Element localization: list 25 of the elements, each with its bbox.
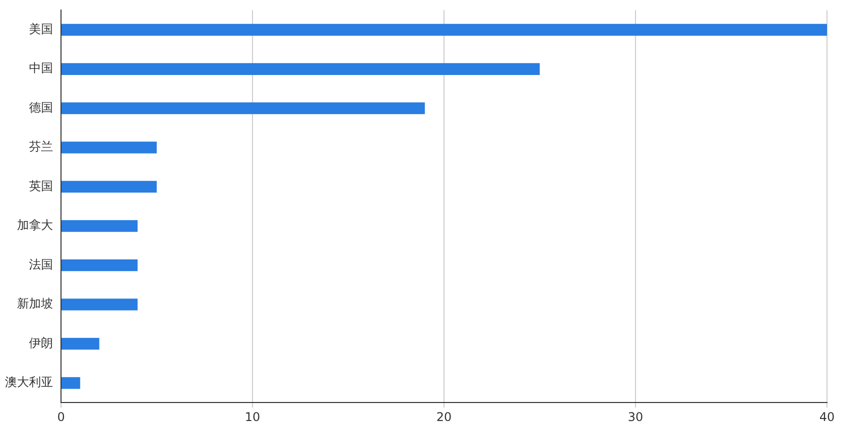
x-tick-label: 10 [244, 410, 260, 424]
x-tick-label: 0 [57, 410, 65, 424]
bar [62, 142, 157, 154]
x-tick-label: 20 [436, 410, 452, 424]
y-tick-label: 美国 [29, 22, 53, 36]
bar [62, 338, 100, 350]
y-tick-label: 伊朗 [29, 336, 53, 350]
x-tick-label: 30 [628, 410, 644, 424]
y-tick-label: 中国 [29, 61, 53, 76]
bar [62, 180, 157, 193]
y-tick-label: 法国 [29, 257, 53, 272]
bar [62, 220, 138, 232]
bar [62, 102, 425, 114]
y-tick-label: 澳大利亚 [5, 375, 53, 390]
y-tick-label: 英国 [29, 178, 53, 193]
y-tick-label: 新加坡 [17, 296, 53, 311]
y-tick-label: 加拿大 [17, 218, 53, 232]
bar [62, 63, 540, 75]
bar [62, 298, 138, 310]
x-tick-label: 40 [819, 410, 835, 424]
y-tick-label: 德国 [29, 100, 53, 114]
bar [62, 259, 138, 272]
bar [62, 377, 80, 389]
bar [62, 24, 827, 36]
y-tick-label: 芬兰 [29, 140, 53, 154]
